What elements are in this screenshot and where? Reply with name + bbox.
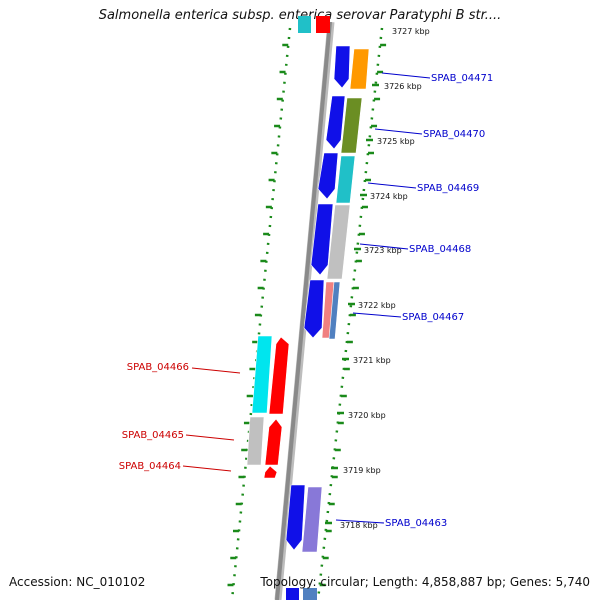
topology-summary: Topology: circular; Length: 4,858,887 bp… (260, 575, 590, 589)
scale-label: 3727 kbp (392, 27, 430, 36)
feature-partial-red (316, 16, 330, 33)
feature-spab-04465 (246, 416, 265, 466)
feature-spab-04467 (328, 281, 341, 340)
leader-line (367, 182, 417, 189)
feature-red-arrow (268, 336, 290, 415)
gene-label[interactable]: SPAB_04469 (417, 183, 479, 194)
gene-label[interactable]: SPAB_04464 (119, 461, 181, 472)
feature-blue-arrow (310, 203, 334, 276)
leader-line (359, 243, 409, 250)
feature-spab-04466 (251, 335, 273, 414)
feature-blue-arrow (317, 152, 339, 200)
minor-ticks (227, 43, 387, 587)
feature-track (246, 16, 370, 600)
scale-label: 3722 kbp (358, 301, 396, 310)
leader-line (381, 72, 431, 79)
feature-blue-arrow (325, 95, 346, 150)
gene-label[interactable]: SPAB_04471 (431, 73, 493, 84)
feature-blue-arrow (303, 279, 325, 339)
scale-label: 3725 kbp (377, 137, 415, 146)
feature-spab-04469 (335, 155, 356, 204)
gene-labels: SPAB_04471 SPAB_04470 SPAB_04469 SPAB_04… (119, 73, 494, 529)
feature-blue-arrow (285, 484, 306, 551)
feature-spab-04463 (301, 486, 323, 553)
scale: 3727 kbp 3726 kbp 3725 kbp 3724 kbp 3723… (325, 27, 430, 530)
gene-label[interactable]: SPAB_04470 (423, 129, 485, 140)
feature-spab-04471 (349, 48, 370, 90)
feature-blue-arrow (333, 45, 351, 89)
backbone (274, 21, 335, 600)
leader-line (352, 312, 402, 318)
scale-label: 3726 kbp (384, 82, 422, 91)
feature-partial-blue (286, 588, 299, 600)
feature-spab-04470 (340, 97, 363, 154)
leader-line (335, 519, 385, 524)
feature-spab-04468 (326, 204, 351, 280)
backbone-line (275, 21, 332, 600)
feature-partial-steel (303, 588, 317, 600)
scale-label: 3724 kbp (370, 192, 408, 201)
map-title: Salmonella enterica subsp. enterica sero… (98, 8, 502, 23)
gene-label[interactable]: SPAB_04468 (409, 244, 471, 255)
leader-line (185, 434, 235, 441)
scale-label: 3723 kbp (364, 246, 402, 255)
scale-label: 3720 kbp (348, 411, 386, 420)
accession-text: Accession: NC_010102 (9, 575, 146, 589)
gene-label[interactable]: SPAB_04467 (402, 312, 464, 323)
feature-partial-teal (298, 16, 311, 33)
feature-spab-04464 (263, 465, 278, 479)
scale-label: 3719 kbp (343, 466, 381, 475)
gc-ring-left (230, 27, 292, 600)
leader-line (374, 128, 423, 135)
scale-label: 3718 kbp (340, 521, 378, 530)
leader-line (191, 367, 241, 374)
feature-red-arrow (264, 418, 283, 466)
leader-lines (182, 72, 431, 524)
gene-label[interactable]: SPAB_04466 (127, 362, 189, 373)
scale-label: 3721 kbp (353, 356, 391, 365)
leader-line (182, 465, 232, 472)
gene-label[interactable]: SPAB_04465 (122, 430, 184, 441)
gene-label[interactable]: SPAB_04463 (385, 518, 447, 529)
